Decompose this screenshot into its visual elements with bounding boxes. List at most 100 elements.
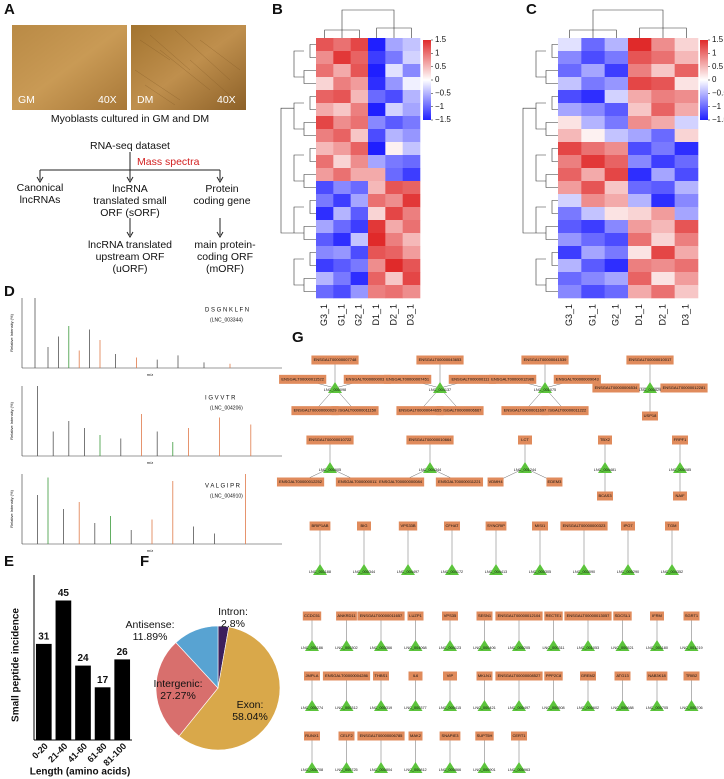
heatmap-cell <box>581 220 605 234</box>
column-label: D3_1 <box>681 304 691 326</box>
heatmap-cell <box>651 168 675 182</box>
gene-node <box>448 374 496 384</box>
gene-label: ENSGALT00000006785 <box>360 733 404 738</box>
heatmap-cell <box>581 51 605 65</box>
lncrna-label: LNC_000274 <box>301 706 323 710</box>
heatmap-cell <box>558 233 582 247</box>
lncrna-node <box>323 462 337 473</box>
axis-label: m/z <box>147 548 153 553</box>
heatmap-cell <box>628 38 652 52</box>
heatmap-cell <box>402 103 421 117</box>
lncrna-node <box>374 700 388 711</box>
heatmap-cell <box>402 220 421 234</box>
heatmap-cell <box>604 207 629 221</box>
gene-label: LUZP1 <box>409 613 422 618</box>
flow-node: coding gene <box>193 195 250 207</box>
axis-label: Relative Intensity (%) <box>9 313 14 351</box>
heatmap-cell <box>350 103 369 117</box>
bar <box>35 643 52 740</box>
heatmap-cell <box>402 194 421 208</box>
colorbar-label: −1.5 <box>435 115 451 124</box>
heatmap-cell <box>385 233 403 247</box>
flow-node: lncRNA translated <box>88 239 172 251</box>
lncrna-label: LNC_000344 <box>353 570 375 574</box>
slice-label: Intergenic: <box>153 678 202 690</box>
heatmap-cell <box>316 155 334 169</box>
heatmap-cell <box>333 90 351 104</box>
lncrna-label: LNC_000377 <box>404 706 426 710</box>
heatmap-cell <box>402 129 421 143</box>
gene-label: ENSGALT00000000323 <box>563 523 607 528</box>
value-label: 26 <box>117 647 129 658</box>
heatmap-cell <box>581 142 605 156</box>
heatmap-cell <box>674 103 699 117</box>
column-label: G2_1 <box>611 304 621 326</box>
gene-node <box>304 671 320 681</box>
flow-node: Protein <box>205 183 238 195</box>
gene-node <box>373 671 389 681</box>
lncrna-node <box>665 564 679 575</box>
gene-node <box>444 521 460 531</box>
value-label: 45 <box>58 588 70 599</box>
heatmap-cell <box>628 103 652 117</box>
flow-label: Mass spectra <box>137 156 200 168</box>
heatmap-cell <box>558 38 582 52</box>
heatmap-cell <box>628 77 652 91</box>
heatmap-cell <box>350 51 369 65</box>
heatmap-cell <box>604 129 629 143</box>
lncrna-node <box>489 564 503 575</box>
flow-node: ORF (sORF) <box>100 207 160 219</box>
heatmap-cell <box>368 233 386 247</box>
heatmap-cell <box>674 129 699 143</box>
gene-label: ENSGALT00000043653 <box>419 357 463 362</box>
heatmap-cell <box>651 103 675 117</box>
heatmap-cell <box>333 246 351 260</box>
lncrna-label: LNC_004497 <box>397 570 419 574</box>
gene-node <box>357 731 405 741</box>
lncrna-node <box>305 640 319 651</box>
gene-node <box>544 671 563 681</box>
gene-node <box>580 671 596 681</box>
dendrogram <box>280 9 412 292</box>
heatmap-cell <box>558 259 582 273</box>
heatmap-cell <box>628 233 652 247</box>
heatmap-cell <box>581 272 605 286</box>
heatmap-cell <box>368 285 386 299</box>
gene-label: MKLN1 <box>478 673 492 678</box>
gene-label: ENSGALT00000012986 <box>491 376 535 381</box>
heatmap-cell <box>316 233 334 247</box>
lncrna-node <box>598 462 612 473</box>
gene-label: ENSGALT00000011657 <box>360 613 403 618</box>
colorbar-label: 0.5 <box>435 62 447 71</box>
heatmap-cell <box>604 103 629 117</box>
heatmap-cell <box>674 168 699 182</box>
gene-node <box>614 671 631 681</box>
gene-node <box>598 435 612 445</box>
column-label: D1_1 <box>634 304 644 326</box>
lncrna-label: LNC_000688 <box>611 706 633 710</box>
gene-node <box>384 374 432 384</box>
lncrna-label: LNC_004481 <box>594 468 616 472</box>
panel-letter: G <box>292 329 304 346</box>
lncrna-node <box>408 640 423 651</box>
lncrna-node <box>512 762 526 773</box>
caption: Myoblasts cultured in GM and DM <box>51 113 209 125</box>
heatmap-cell <box>385 168 403 182</box>
gene-label: USP18 <box>644 413 657 418</box>
lncrna-label: LNC_001188 <box>309 570 331 574</box>
panel-letter: C <box>526 1 537 18</box>
heatmap-cell <box>628 116 652 130</box>
heatmap-cell <box>628 142 652 156</box>
gene-label: TGM <box>668 523 677 528</box>
column-label: G1_1 <box>587 304 597 326</box>
heatmap-cell <box>674 116 699 130</box>
heatmap-cell <box>368 272 386 286</box>
peptide-id: (LNC_004206) <box>210 405 243 411</box>
lncrna-node <box>443 640 457 651</box>
gene-node <box>518 435 532 445</box>
heatmap-cell <box>368 220 386 234</box>
heatmap-cell <box>333 181 351 195</box>
lncrna-node <box>538 382 552 393</box>
heatmap-cell <box>350 168 369 182</box>
flow-node: coding ORF <box>197 251 253 263</box>
